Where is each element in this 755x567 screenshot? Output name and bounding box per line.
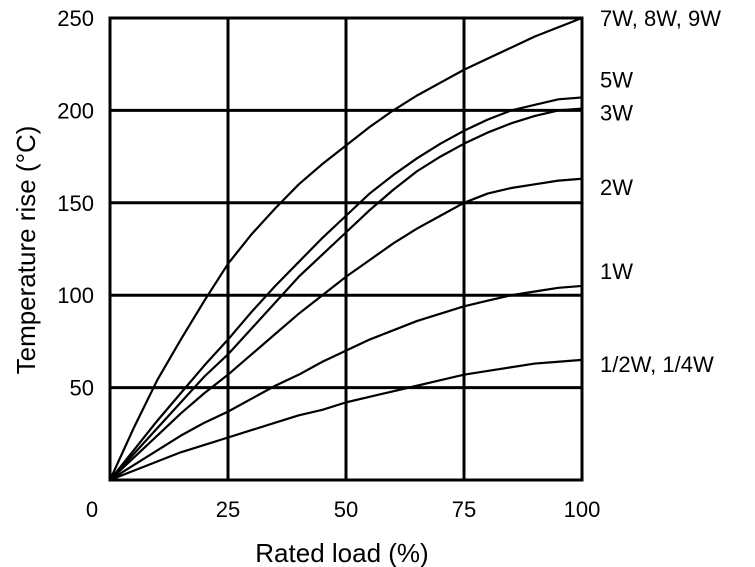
x-tick-label-4: 100 bbox=[564, 497, 601, 522]
series-label-layer: 7W, 8W, 9W 5W 3W 2W 1W 1/2W, 1/4W bbox=[600, 6, 721, 377]
y-tick-label-2: 100 bbox=[57, 283, 94, 308]
series-label-2w: 2W bbox=[600, 175, 633, 200]
series-label-1w: 1W bbox=[600, 259, 633, 284]
x-tick-label-1: 25 bbox=[216, 497, 240, 522]
grid-layer bbox=[110, 18, 582, 480]
plot-frame bbox=[108, 16, 584, 482]
x-axis-title: Rated load (%) bbox=[255, 538, 428, 567]
x-tick-label-2: 50 bbox=[334, 497, 358, 522]
tick-label-layer: 0 25 50 75 100 50 100 150 200 250 bbox=[57, 6, 600, 522]
series-line-7w-8w-9w bbox=[108, 16, 584, 482]
y-tick-label-5: 250 bbox=[57, 6, 94, 31]
y-tick-label-1: 50 bbox=[70, 376, 94, 401]
series-line-3w bbox=[108, 107, 584, 482]
y-axis-title: Temperature rise (°C) bbox=[11, 126, 41, 375]
series-layer bbox=[108, 16, 584, 482]
series-label-1-2w-1-4w: 1/2W, 1/4W bbox=[600, 352, 714, 377]
x-tick-label-3: 75 bbox=[452, 497, 476, 522]
plot-border bbox=[108, 16, 584, 482]
x-tick-label-0: 0 bbox=[86, 497, 98, 522]
y-tick-label-4: 200 bbox=[57, 98, 94, 123]
series-line-1-2w-1-4w bbox=[108, 358, 584, 482]
series-line-2w bbox=[108, 177, 584, 482]
series-label-3w: 3W bbox=[600, 101, 633, 126]
series-line-1w bbox=[108, 284, 584, 482]
series-line-5w bbox=[108, 96, 584, 482]
y-tick-label-3: 150 bbox=[57, 191, 94, 216]
series-label-5w: 5W bbox=[600, 67, 633, 92]
series-label-7w-8w-9w: 7W, 8W, 9W bbox=[600, 6, 721, 31]
